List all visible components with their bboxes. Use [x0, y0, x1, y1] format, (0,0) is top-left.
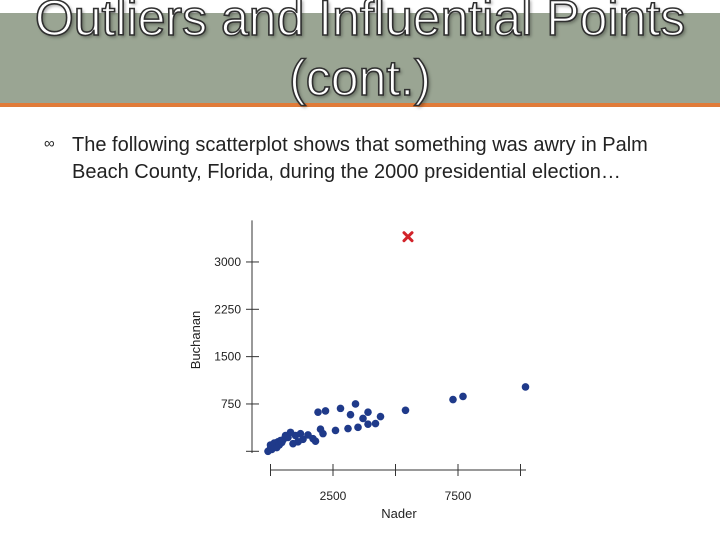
- y-tick-label: 2250: [214, 302, 241, 316]
- y-axis-label: Buchanan: [188, 311, 203, 370]
- data-point: [346, 410, 355, 419]
- data-point: [321, 407, 330, 415]
- y-tick-label: 1500: [214, 350, 241, 364]
- data-point: [401, 406, 410, 415]
- outlier-cross-marker: [402, 231, 414, 243]
- data-point: [376, 412, 385, 421]
- title-underline: [0, 103, 720, 107]
- data-point: [359, 414, 367, 423]
- data-point: [344, 424, 352, 433]
- data-point: [364, 408, 372, 416]
- data-point: [459, 392, 467, 401]
- data-point: [351, 400, 360, 408]
- swirl-bullet-icon: ∞: [44, 135, 55, 152]
- data-point: [277, 438, 286, 447]
- outlier-cross-stroke: [402, 231, 414, 243]
- x-tick-label: 2500: [320, 489, 347, 503]
- data-point: [521, 383, 530, 391]
- data-point: [299, 435, 307, 444]
- chart-marks: [264, 231, 530, 456]
- data-point: [449, 395, 457, 404]
- bullet-text: The following scatterplot shows that som…: [72, 134, 648, 183]
- data-point: [336, 404, 345, 413]
- y-tick-label: 750: [221, 397, 241, 411]
- data-point: [354, 423, 362, 432]
- data-point: [371, 419, 380, 428]
- data-point: [311, 437, 320, 446]
- data-point: [296, 429, 305, 438]
- data-point: [331, 426, 340, 435]
- y-tick-label: 3000: [214, 255, 241, 269]
- title-band: [0, 13, 720, 103]
- data-point: [364, 420, 372, 428]
- chart-axes: 750 1500 2250 3000 2500 7500: [214, 220, 526, 503]
- data-point: [314, 408, 322, 416]
- slide-title: Outliers and Influential Points (cont.): [34, 0, 686, 107]
- x-axis-label: Nader: [381, 506, 417, 521]
- x-tick-label: 7500: [445, 489, 472, 503]
- data-point: [316, 425, 325, 434]
